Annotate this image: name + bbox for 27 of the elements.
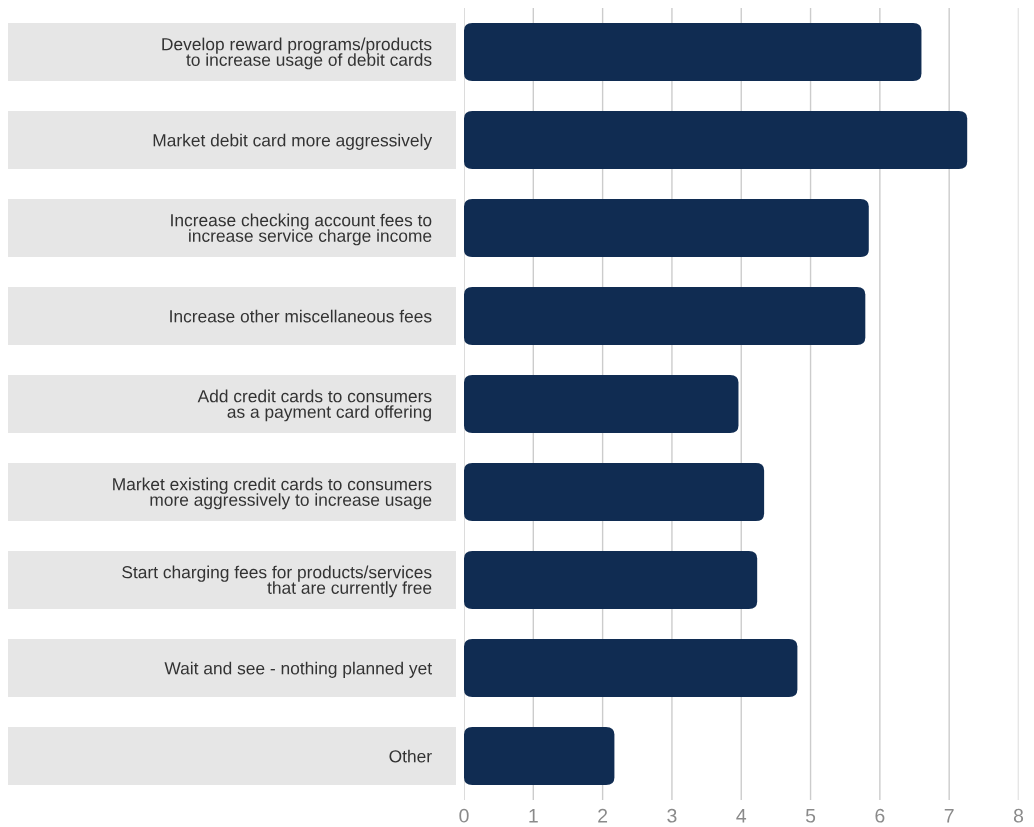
y-tick-label: Add credit cards to consumers as a payment card offering <box>197 389 432 422</box>
y-tick-label: Market existing credit cards to consumers more aggressively to increase usage <box>113 477 432 510</box>
x-tick-label: 2 <box>598 808 608 823</box>
y-tick-label: Increase checking account fees to increase service charge income <box>171 213 432 246</box>
bar <box>464 550 758 610</box>
x-tick-label: 8 <box>1013 808 1024 823</box>
bar <box>464 110 968 170</box>
x-tick-label: 7 <box>944 809 954 823</box>
x-tick-label: 5 <box>805 809 816 823</box>
bar <box>464 286 866 346</box>
x-tick-label: 4 <box>736 809 747 823</box>
x-tick-label: 6 <box>875 808 885 823</box>
y-tick-label: Wait and see - nothing planned yet <box>164 661 432 678</box>
bar <box>464 462 765 522</box>
bar <box>464 726 615 786</box>
y-tick-label: Start charging fees for products/services that are currently free <box>122 565 432 598</box>
y-tick-label: Increase other miscellaneous fees <box>170 309 432 323</box>
bar <box>464 638 798 698</box>
x-tick-label: 3 <box>667 808 677 823</box>
bar <box>464 198 869 258</box>
y-tick-label: Develop reward programs/products to increase usage of debit cards <box>162 37 432 70</box>
bar <box>464 22 922 82</box>
bar <box>464 374 739 434</box>
y-tick-label: Other <box>389 749 432 763</box>
x-tick-label: 1 <box>529 809 538 823</box>
y-tick-label: Market debit card more aggressively <box>153 133 433 150</box>
x-tick-label: 0 <box>459 808 469 823</box>
